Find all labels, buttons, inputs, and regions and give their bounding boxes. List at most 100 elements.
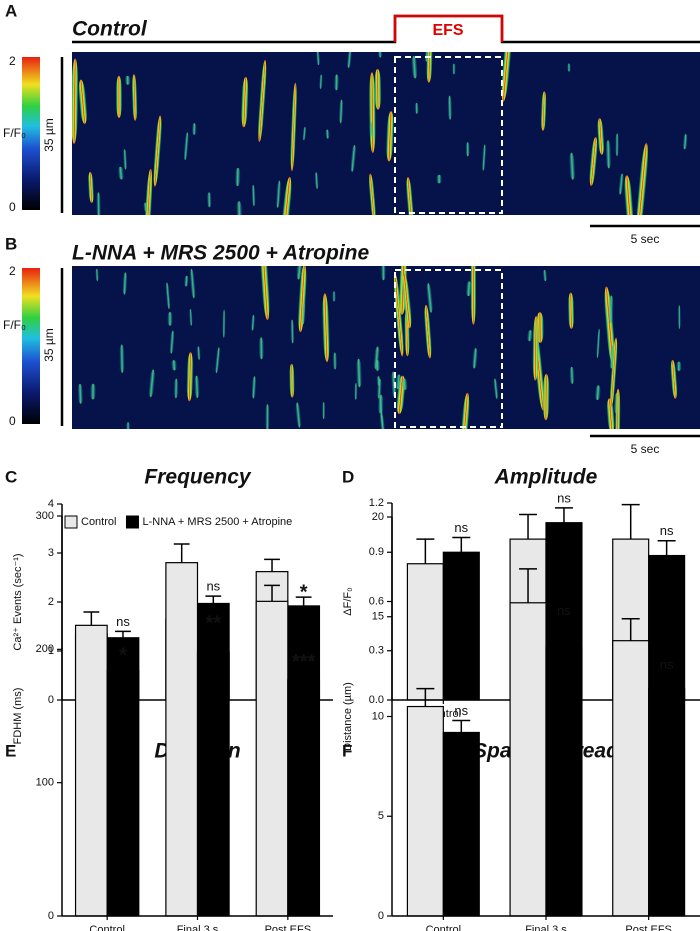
colorbar-max: 2: [9, 264, 16, 278]
calcium-event: [251, 314, 255, 331]
calcium-event: [332, 291, 336, 302]
calcium-event: [636, 142, 648, 215]
y-tick-label: 1: [48, 645, 54, 657]
legend-label: L-NNA + MRS 2500 + Atropine: [142, 516, 292, 528]
calcium-event: [604, 286, 615, 366]
error-bar: [295, 665, 312, 680]
calcium-event: [426, 283, 433, 313]
y-tick-label: 0.9: [369, 546, 384, 558]
calcium-event: [88, 171, 94, 203]
bar: [648, 687, 686, 917]
colorbar-max: 2: [9, 54, 16, 68]
calcium-event: [370, 122, 374, 138]
calcium-event: [338, 99, 344, 124]
calcium-event: [414, 102, 419, 114]
distance-label: 35 µm: [42, 328, 56, 362]
panel-letter: D: [342, 467, 354, 486]
calcium-event: [281, 176, 292, 215]
panel-title: Control: [72, 18, 148, 41]
calcium-event: [465, 142, 470, 157]
efs-label: EFS: [432, 22, 463, 39]
calcium-event: [290, 319, 295, 344]
calcium-event: [567, 63, 571, 72]
calcium-event: [677, 305, 681, 329]
calcium-event: [153, 115, 162, 187]
calcium-event: [325, 129, 330, 139]
y-tick-label: 100: [36, 777, 54, 789]
calcium-event: [190, 268, 196, 299]
calcium-event: [194, 375, 200, 398]
calcium-event: [115, 75, 123, 119]
significance-label: ***: [292, 651, 316, 673]
calcium-event: [251, 376, 257, 399]
bar: [165, 562, 199, 917]
calcium-event: [682, 134, 688, 150]
kymograph-signal: [77, 266, 682, 429]
calcium-event: [143, 202, 148, 212]
panel-letter: B: [5, 234, 17, 253]
error-bar: [205, 595, 222, 604]
calcium-event: [615, 388, 621, 429]
calcium-event: [380, 413, 386, 429]
calcium-event: [131, 74, 138, 121]
calcium-event: [215, 347, 220, 374]
distance-label: 35 µm: [42, 118, 56, 152]
calcium-event: [618, 173, 624, 195]
error-bar: [657, 673, 676, 689]
legend-label: Control: [81, 516, 116, 528]
calcium-event: [452, 63, 456, 75]
chart-title: Frequency: [144, 466, 252, 489]
x-tick-label: Control: [426, 924, 461, 931]
calcium-event: [258, 337, 265, 360]
panel-letter: A: [5, 1, 17, 20]
error-bar: [416, 538, 435, 564]
calcium-event: [676, 361, 682, 371]
y-axis-label: FDHM (ms): [12, 688, 24, 745]
calcium-event: [302, 127, 307, 141]
significance-label: *: [300, 581, 308, 603]
calcium-event: [265, 404, 270, 429]
calcium-event: [123, 149, 128, 170]
panel-title: L-NNA + MRS 2500 + Atropine: [72, 242, 369, 265]
calcium-event: [527, 330, 533, 342]
significance-label: ns: [116, 614, 130, 629]
panel-letter: E: [5, 741, 16, 760]
calcium-event: [393, 272, 404, 357]
calcium-event: [470, 266, 477, 325]
calcium-event: [316, 52, 320, 66]
significance-label: ns: [206, 579, 220, 594]
significance-label: ns: [660, 657, 674, 672]
legend-swatch: [125, 515, 139, 529]
calcium-event: [597, 118, 605, 155]
calcium-event: [78, 79, 87, 125]
y-tick-label: 2: [48, 596, 54, 608]
calcium-event: [173, 378, 179, 399]
kymograph: [72, 52, 700, 215]
x-tick-label: Post EFS: [265, 924, 311, 931]
bar: [442, 731, 480, 917]
calcium-event: [391, 371, 397, 398]
error-bar: [452, 719, 471, 733]
y-tick-label: 1.2: [369, 497, 384, 509]
y-axis-label: ΔF/F₀: [342, 587, 354, 615]
colorbar-label: F/F₀: [3, 126, 26, 140]
calcium-event: [206, 192, 212, 208]
calcium-event: [302, 303, 306, 325]
calcium-event: [319, 74, 323, 89]
bar: [406, 705, 444, 917]
calcium-event: [258, 59, 267, 143]
calcium-event: [77, 383, 84, 404]
calcium-event: [260, 266, 270, 321]
calcium-event: [447, 95, 453, 120]
bar: [612, 640, 650, 917]
calcium-event: [589, 137, 598, 186]
bar: [509, 602, 547, 917]
calcium-event: [347, 52, 352, 68]
bar: [287, 679, 321, 917]
y-tick-label: 300: [36, 510, 54, 522]
y-tick-label: 20: [372, 511, 384, 523]
significance-label: ns: [660, 523, 674, 538]
calcium-event: [322, 402, 326, 420]
significance-label: ns: [557, 603, 571, 618]
colorbar-min: 0: [9, 414, 16, 428]
